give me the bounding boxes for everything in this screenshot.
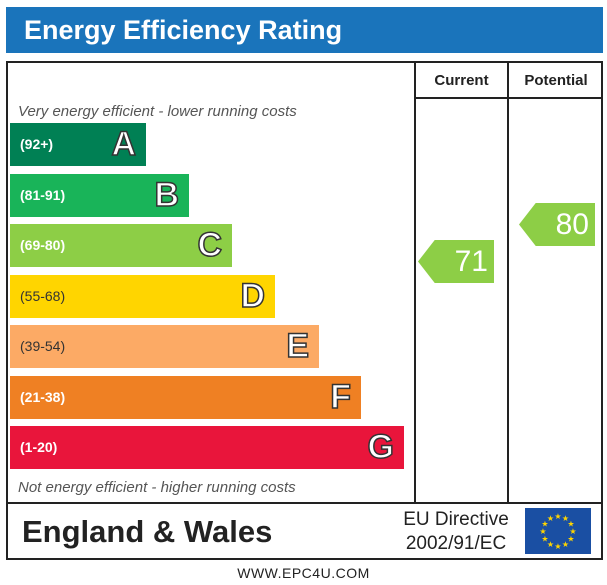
band-e: (39-54) E xyxy=(10,325,319,368)
band-letter: C xyxy=(197,225,223,265)
eu-flag-icon: ★ ★ ★ ★ ★ ★ ★ ★ ★ ★ ★ ★ xyxy=(525,508,591,554)
note-top: Very energy efficient - lower running co… xyxy=(18,103,297,120)
band-b: (81-91) B xyxy=(10,174,189,217)
country-label: England & Wales xyxy=(22,514,273,549)
band-letter: A xyxy=(111,124,137,164)
band-f: (21-38) F xyxy=(10,376,361,419)
eu-star-icon: ★ xyxy=(567,535,574,544)
band-letter: G xyxy=(367,427,395,467)
note-bottom: Not energy efficient - higher running co… xyxy=(18,479,296,496)
current-rating-arrow: 71 xyxy=(418,240,494,283)
band-letter: B xyxy=(154,175,180,215)
band-d: (55-68) D xyxy=(10,275,275,318)
band-letter: F xyxy=(329,377,351,417)
eu-star-icon: ★ xyxy=(539,527,546,536)
eu-star-icon: ★ xyxy=(554,512,561,521)
column-header-potential: Potential xyxy=(524,72,588,89)
band-range: (39-54) xyxy=(20,338,66,354)
eu-star-icon: ★ xyxy=(562,540,569,549)
title-bar: Energy Efficiency Rating xyxy=(6,7,603,53)
rating-chart: Current Potential Very energy efficient … xyxy=(6,61,603,504)
header-divider xyxy=(414,97,601,99)
directive-line-1: EU Directive xyxy=(403,509,509,530)
band-c: (69-80) C xyxy=(10,224,232,267)
eu-star-icon: ★ xyxy=(547,514,554,523)
eu-directive: EU Directive 2002/91/EC xyxy=(396,508,516,556)
eu-star-icon: ★ xyxy=(562,514,569,523)
eu-star-icon: ★ xyxy=(569,527,576,536)
eu-star-icon: ★ xyxy=(554,542,561,551)
band-range: (55-68) xyxy=(20,288,66,304)
band-range: (69-80) xyxy=(20,237,66,253)
website-url: WWW.EPC4U.COM xyxy=(237,565,370,581)
band-range: (92+) xyxy=(20,136,54,152)
eu-star-icon: ★ xyxy=(541,535,548,544)
band-range: (81-91) xyxy=(20,187,66,203)
column-header-current: Current xyxy=(434,72,489,89)
potential-rating-arrow: 80 xyxy=(519,203,595,246)
potential-rating-value: 80 xyxy=(555,208,589,241)
footer: England & Wales EU Directive 2002/91/EC … xyxy=(6,502,603,560)
band-range: (1-20) xyxy=(20,439,58,455)
eu-star-icon: ★ xyxy=(541,520,548,529)
divider-current xyxy=(414,63,416,502)
page-title: Energy Efficiency Rating xyxy=(24,15,343,45)
eu-star-icon: ★ xyxy=(567,520,574,529)
band-letter: D xyxy=(240,276,266,316)
directive-line-2: 2002/91/EC xyxy=(405,533,507,554)
eu-star-icon: ★ xyxy=(547,540,554,549)
band-g: (1-20) G xyxy=(10,426,404,469)
band-range: (21-38) xyxy=(20,389,66,405)
band-a: (92+) A xyxy=(10,123,146,166)
current-rating-value: 71 xyxy=(454,245,488,278)
band-letter: E xyxy=(286,326,310,366)
divider-potential xyxy=(507,63,509,502)
